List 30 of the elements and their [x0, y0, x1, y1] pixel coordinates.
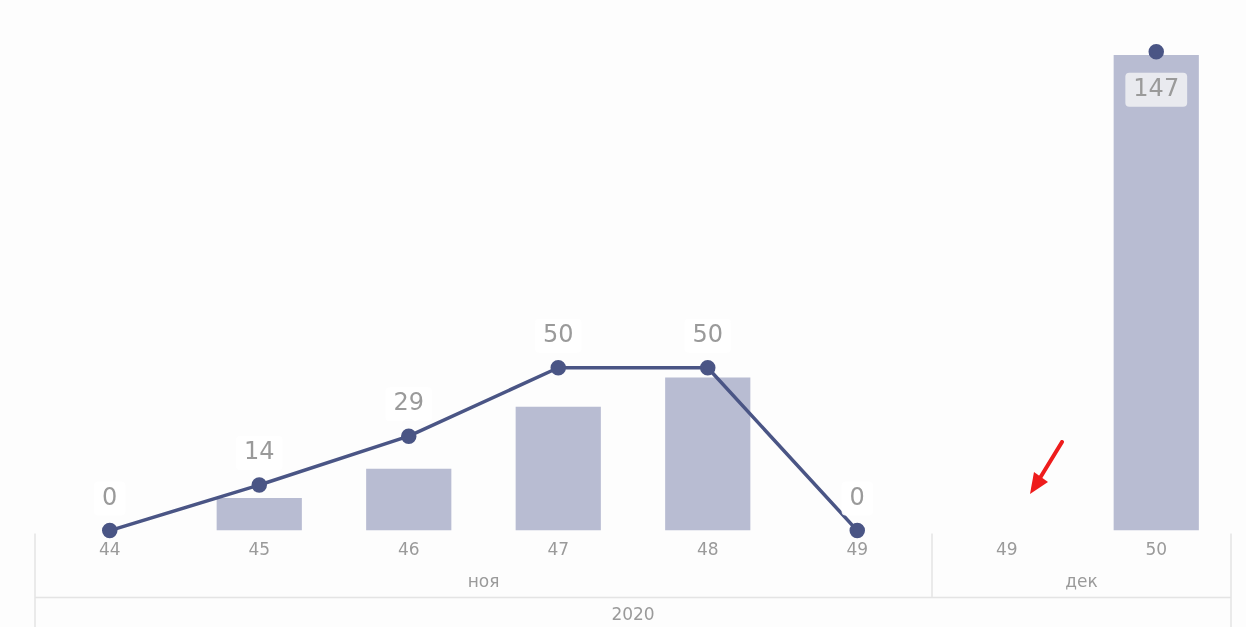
data-label: 50 [692, 319, 724, 348]
point [700, 360, 716, 376]
x-tick-label: 44 [98, 539, 121, 560]
bar [366, 468, 452, 531]
x-tick-label: 50 [1145, 539, 1168, 560]
data-label: 0 [849, 482, 865, 511]
point [251, 477, 267, 493]
text: 2020 [611, 604, 655, 625]
data-label: 50 [542, 319, 574, 348]
point [550, 360, 566, 376]
point [102, 522, 118, 539]
bar [1113, 55, 1199, 531]
point [401, 428, 417, 444]
data-label: 147 [1133, 74, 1180, 103]
x-tick-label: 46 [397, 539, 420, 560]
x-tick-label: 49 [846, 539, 869, 560]
bar [515, 406, 601, 531]
point [1148, 44, 1164, 60]
bar [665, 377, 751, 531]
x-tick-label: 49 [995, 539, 1018, 560]
data-label: 14 [243, 437, 275, 466]
point [849, 522, 865, 539]
x-tick-label: 47 [547, 539, 570, 560]
x-tick-label: 48 [696, 539, 719, 560]
text: дек [1065, 571, 1098, 592]
text: ноя [467, 571, 500, 592]
data-label: 29 [393, 388, 425, 417]
bar [216, 498, 302, 531]
data-label: 0 [102, 482, 118, 511]
x-tick-label: 45 [248, 539, 271, 560]
